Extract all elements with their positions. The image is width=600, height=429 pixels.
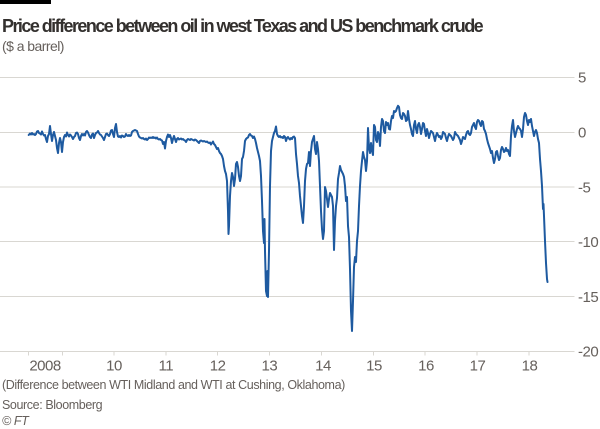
svg-text:-5: -5	[578, 179, 590, 196]
svg-text:17: 17	[470, 358, 486, 375]
svg-text:5: 5	[578, 70, 586, 87]
svg-text:15: 15	[366, 358, 382, 375]
svg-text:16: 16	[418, 358, 434, 375]
svg-text:2008: 2008	[29, 358, 61, 375]
svg-text:0: 0	[578, 125, 586, 142]
svg-text:10: 10	[106, 358, 122, 375]
svg-text:-20: -20	[578, 344, 598, 361]
svg-text:11: 11	[159, 358, 174, 375]
svg-text:-15: -15	[578, 289, 598, 306]
svg-text:14: 14	[315, 358, 331, 375]
svg-text:12: 12	[210, 358, 226, 375]
svg-text:-10: -10	[578, 234, 598, 251]
svg-text:13: 13	[262, 358, 278, 375]
svg-text:18: 18	[522, 358, 538, 375]
